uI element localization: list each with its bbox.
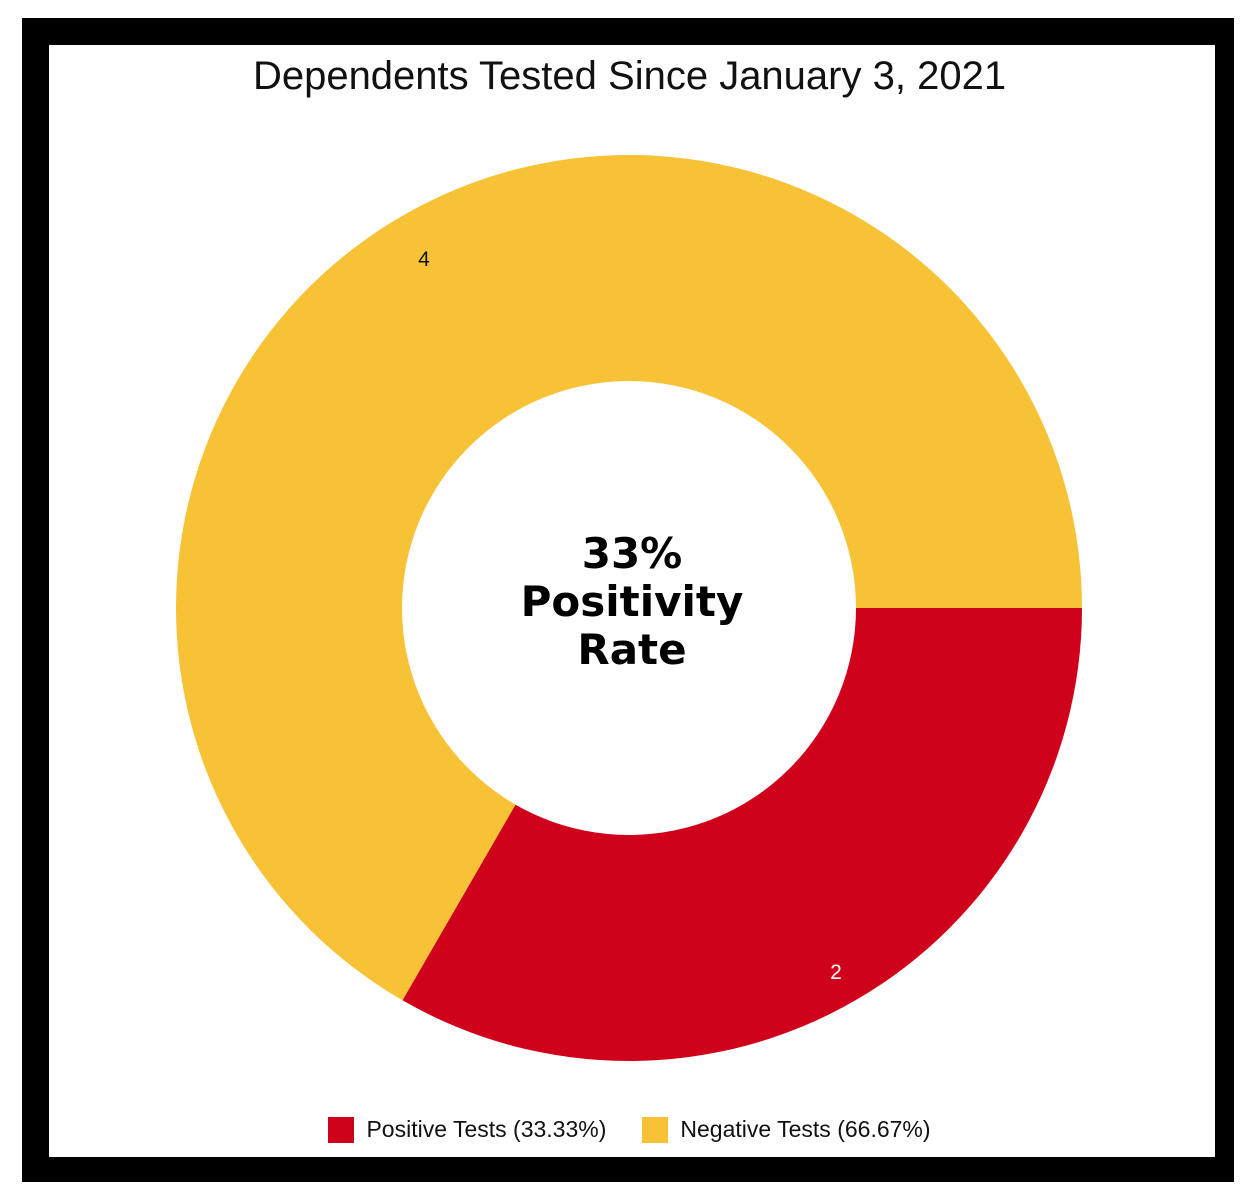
legend-swatch-negative <box>642 1116 669 1143</box>
legend-item-negative[interactable]: Negative Tests (66.67%) <box>642 1116 931 1143</box>
legend-item-positive[interactable]: Positive Tests (33.33%) <box>328 1116 606 1143</box>
legend: Positive Tests (33.33%) Negative Tests (… <box>0 1116 1259 1143</box>
slice-data-labels: 24 <box>418 248 842 984</box>
center-label-line2: Positivity <box>521 577 744 626</box>
data-label-negative: 4 <box>418 248 430 271</box>
center-label-value: 33% <box>582 529 683 578</box>
chart-title: Dependents Tested Since January 3, 2021 <box>252 54 1007 98</box>
legend-swatch-positive <box>328 1116 355 1143</box>
legend-label-negative: Negative Tests (66.67%) <box>680 1116 931 1142</box>
donut-hole <box>402 381 856 835</box>
data-label-positive: 2 <box>830 961 842 984</box>
legend-label-positive: Positive Tests (33.33%) <box>366 1116 607 1142</box>
center-label-line3: Rate <box>577 625 686 674</box>
